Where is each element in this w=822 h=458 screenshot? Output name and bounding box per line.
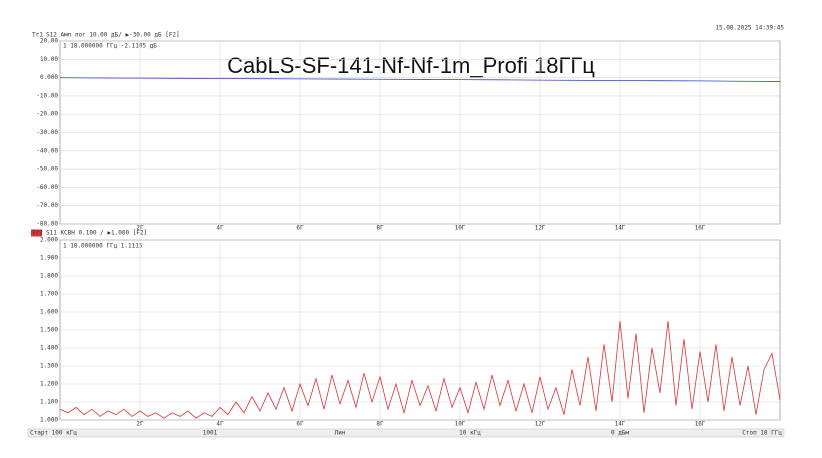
y-tick-label: 1.000 [40, 417, 58, 424]
y-tick-label: 20.00 [40, 38, 58, 45]
y-tick-label: -80.00 [36, 221, 58, 228]
trace-id: Tr2 [32, 230, 43, 237]
x-tick-label: 12Г [535, 421, 546, 428]
data-line [59, 77, 781, 82]
y-tick-label: 0.000 [40, 74, 58, 81]
y-tick-label: 1.300 [40, 363, 58, 370]
y-tick-label: -20.00 [36, 111, 58, 118]
status-item: 10 кГц [459, 430, 481, 437]
y-tick-label: 2.000 [40, 237, 58, 244]
status-bar [27, 428, 785, 438]
x-tick-label: 4Г [216, 225, 224, 232]
y-tick-label: -30.00 [36, 129, 58, 136]
chart-title: CabLS-SF-141-Nf-Nf-1m_Profi 18ГГц [227, 53, 595, 78]
y-tick-label: -40.00 [36, 147, 58, 154]
y-tick-label: -70.00 [36, 202, 58, 209]
timestamp: 15.08.2025 14:39:45 [715, 25, 784, 32]
trace-header: S11 КСВН 0.100 / ▶1.000 [F2] [46, 230, 147, 237]
x-tick-label: 10Г [455, 421, 466, 428]
y-tick-label: 1.200 [40, 381, 58, 388]
y-tick-label: -60.00 [36, 184, 58, 191]
x-tick-label: 14Г [615, 225, 626, 232]
x-tick-label: 10Г [455, 225, 466, 232]
y-tick-label: 1.100 [40, 399, 58, 406]
x-tick-label: 4Г [216, 421, 224, 428]
y-tick-label: 1.900 [40, 255, 58, 262]
x-tick-label: 16Г [695, 225, 706, 232]
x-tick-label: 8Г [376, 225, 384, 232]
status-item: Лин [335, 430, 346, 437]
status-item: Стоп 18 ГГц [742, 430, 782, 437]
y-tick-label: 1.700 [40, 291, 58, 298]
y-tick-label: 1.500 [40, 327, 58, 334]
x-tick-label: 2Г [136, 225, 144, 232]
marker-readout: 1 18.000000 ГГц -2.1105 дБ [63, 43, 157, 50]
data-line [59, 320, 781, 419]
x-tick-label: 12Г [535, 225, 546, 232]
x-tick-label: 2Г [136, 421, 144, 428]
x-tick-label: 14Г [615, 421, 626, 428]
x-tick-label: 8Г [376, 421, 384, 428]
trace-id-box [31, 229, 42, 237]
marker-readout: 1 18.000000 ГГц 1.1115 [63, 243, 143, 250]
y-tick-label: -50.00 [36, 166, 58, 173]
y-tick-label: 1.600 [40, 309, 58, 316]
x-tick-label: 16Г [695, 421, 706, 428]
y-tick-label: 1.800 [40, 273, 58, 280]
y-tick-label: -10.00 [36, 92, 58, 99]
trace-id: Tr1 [32, 32, 43, 39]
y-tick-label: 1.400 [40, 345, 58, 352]
x-tick-label: 6Г [296, 225, 304, 232]
status-item: Старт 100 кГц [30, 430, 77, 437]
y-tick-label: 10.00 [40, 56, 58, 63]
trace-header: S12 Амп лог 10.00 дБ/ ▶-30.00 дБ [F2] [46, 32, 180, 39]
status-item: 1001 [203, 430, 218, 437]
status-item: 0 дБм [611, 430, 629, 437]
x-tick-label: 6Г [296, 421, 304, 428]
